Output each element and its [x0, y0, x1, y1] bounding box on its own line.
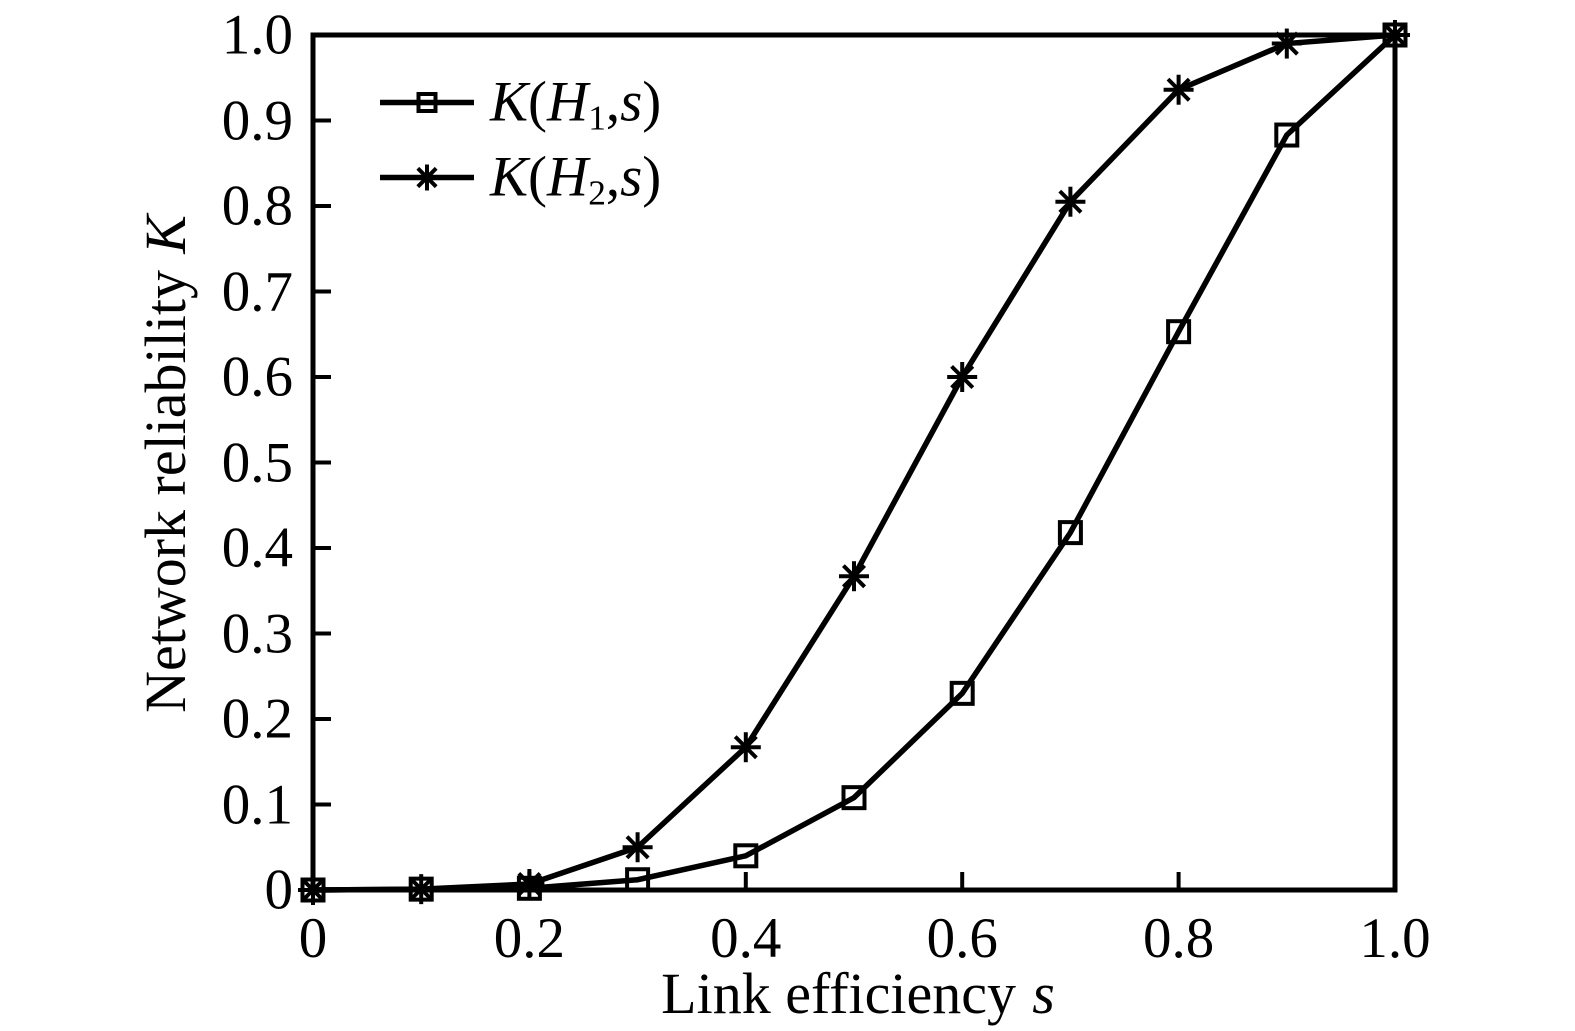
x-tick-label: 0.4	[710, 907, 782, 970]
data-point-square	[733, 843, 759, 869]
legend-label-comma: ,	[605, 145, 621, 209]
legend-label-h: H	[547, 70, 589, 134]
legend-item-h1: K(H1,s)	[378, 70, 662, 136]
series-line-1	[312, 32, 1397, 893]
y-tick-label: 0.3	[221, 602, 293, 665]
legend-label-s: s	[620, 70, 643, 134]
data-point-square	[1057, 520, 1083, 546]
data-point-square	[949, 680, 975, 706]
legend-label-h: H	[547, 145, 589, 209]
y-axis-label-text: Network reliability	[133, 269, 198, 713]
data-point-asterisk	[1058, 189, 1083, 214]
data-point-square	[1166, 319, 1192, 345]
y-tick-label: 1.0	[221, 3, 293, 67]
data-point-asterisk	[1274, 31, 1299, 56]
data-point-asterisk	[1166, 77, 1191, 102]
data-point-asterisk	[1382, 22, 1408, 48]
data-point-asterisk	[625, 835, 650, 860]
x-tick-label: 1.0	[1359, 907, 1431, 970]
legend-sample-square	[380, 91, 474, 113]
legend-item-h2: K(H2,s)	[378, 145, 662, 211]
data-point-asterisk	[841, 564, 867, 589]
legend-label-h2: K(H2,s)	[490, 145, 662, 211]
legend-label-comma: ,	[605, 70, 621, 134]
legend-label-k: K	[490, 145, 529, 209]
data-point-asterisk	[733, 735, 758, 760]
y-tick-label: 0.5	[221, 431, 293, 494]
y-tick-label: 0	[264, 858, 294, 922]
y-tick-label: 0.8	[221, 174, 293, 238]
data-point-square	[841, 785, 867, 811]
axes-frame	[310, 32, 1398, 893]
y-axis-label: Network reliability K	[133, 215, 198, 713]
data-point-asterisk	[950, 364, 975, 390]
legend-label-h1: K(H1,s)	[490, 70, 662, 136]
legend-label-sub: 1	[588, 98, 606, 138]
data-point-asterisk	[300, 877, 326, 903]
y-axis-label-symbol: K	[133, 215, 198, 254]
data-point-asterisk	[517, 871, 542, 897]
legend-label-sub: 2	[588, 173, 606, 213]
legend-label-paren: (	[528, 145, 548, 209]
y-tick-label: 0.6	[221, 345, 293, 409]
legend-sample-asterisk	[380, 164, 474, 190]
y-tick-label: 0.1	[221, 773, 293, 836]
x-tick-label: 0.2	[493, 907, 566, 970]
data-point-square	[416, 91, 438, 113]
data-point-asterisk	[416, 166, 438, 188]
legend-label-paren: )	[642, 145, 662, 209]
legend-label-paren: )	[642, 70, 662, 134]
legend-label-paren: (	[528, 70, 548, 134]
data-point-square	[625, 867, 651, 893]
x-axis-label-text: Link efficiency	[661, 961, 1017, 1026]
x-axis-label: Link efficiency s	[661, 965, 1055, 1023]
y-tick-label: 0.4	[221, 516, 293, 580]
y-tick-label: 0.9	[221, 89, 293, 152]
y-tick-label: 0.2	[221, 687, 293, 751]
y-tick-label: 0.7	[221, 260, 293, 323]
x-tick-label: 0.6	[926, 907, 998, 970]
legend-label-s: s	[620, 145, 643, 209]
data-point-asterisk	[409, 877, 434, 902]
x-tick-label: 0.8	[1142, 907, 1215, 970]
x-axis-label-symbol: s	[1032, 961, 1055, 1026]
legend-label-k: K	[490, 70, 529, 134]
data-point-square	[1274, 122, 1300, 148]
x-tick-label: 0	[298, 907, 328, 970]
